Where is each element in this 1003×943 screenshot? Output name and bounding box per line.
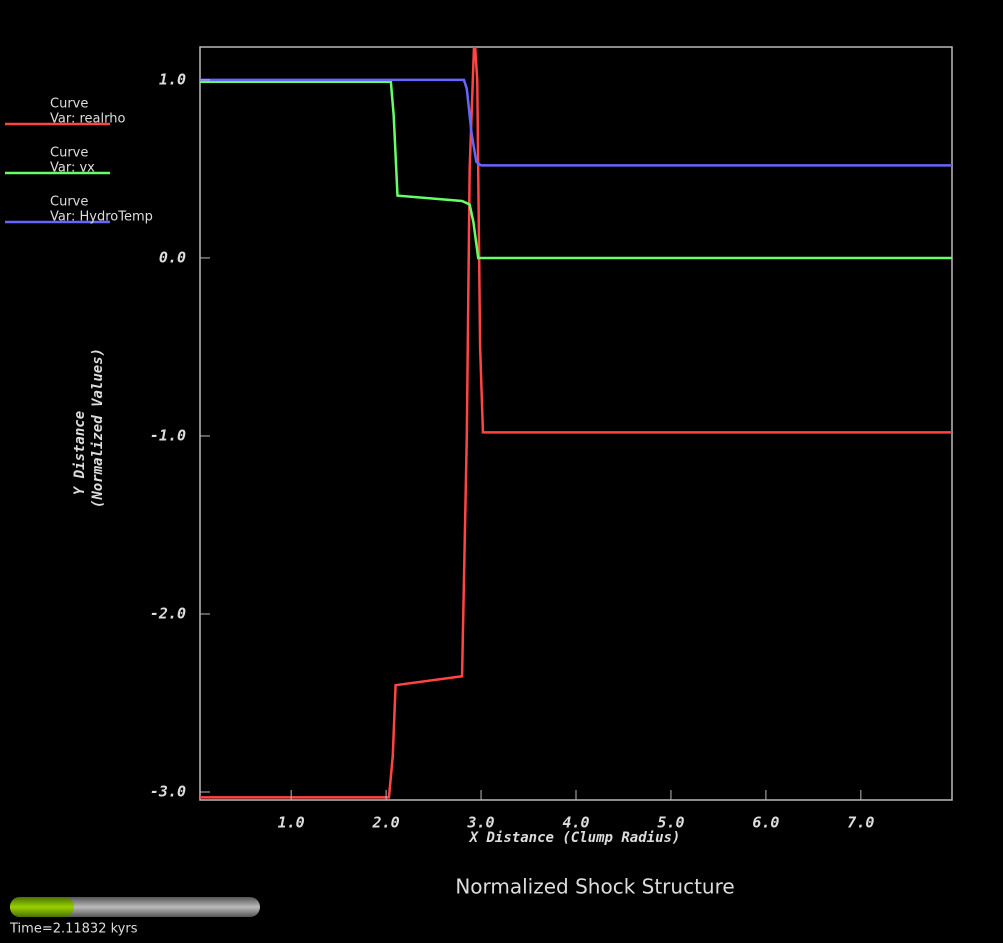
legend-label: Var: vx xyxy=(50,161,95,176)
x-tick-label: 6.0 xyxy=(752,814,779,832)
x-axis-title: X Distance (Clump Radius) xyxy=(469,830,681,846)
y-axis-title: Y Distance (Normalized Values) xyxy=(72,348,106,508)
legend-heading: Curve xyxy=(50,146,88,161)
series-line xyxy=(200,78,952,167)
x-tick-label: 2.0 xyxy=(372,814,400,832)
x-tick-label: 4.0 xyxy=(562,814,589,832)
y-axis-title-line: (Normalized Values) xyxy=(90,348,106,508)
legend-heading: Curve xyxy=(50,97,88,112)
y-tick-label: 0.0 xyxy=(159,248,186,266)
time-label: Time=2.11832 kyrs xyxy=(9,922,138,937)
x-tick-label: 1.0 xyxy=(278,814,305,832)
x-tick-label: 3.0 xyxy=(467,814,495,832)
y-tick-label: -1.0 xyxy=(150,426,186,444)
chart-title: Normalized Shock Structure xyxy=(455,875,734,899)
plot-area xyxy=(200,47,952,799)
series-line xyxy=(200,47,952,799)
y-axis-title-line: Y Distance xyxy=(72,411,88,495)
legend-label: Var: realrho xyxy=(50,112,125,127)
y-tick-label: 1.0 xyxy=(159,70,186,88)
legend-heading: Curve xyxy=(50,195,88,210)
y-tick-label: -3.0 xyxy=(150,782,186,800)
x-tick-label: 5.0 xyxy=(657,814,684,832)
y-tick-label: -2.0 xyxy=(150,604,186,622)
plot-frame xyxy=(199,46,953,801)
time-slider-fill xyxy=(10,897,74,917)
legend-label: Var: HydroTemp xyxy=(50,210,153,225)
series-line xyxy=(200,80,952,260)
x-tick-label: 7.0 xyxy=(847,814,874,832)
